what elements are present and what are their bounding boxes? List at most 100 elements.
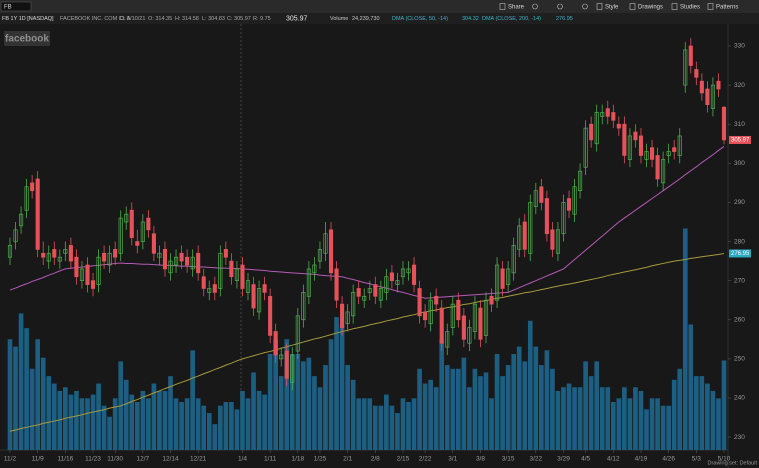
- y-tick-label: 260: [734, 316, 745, 323]
- volume-bar: [599, 387, 605, 450]
- candle-body: [19, 213, 24, 227]
- volume-bar: [472, 368, 478, 450]
- volume-bar: [699, 376, 705, 450]
- candle-body: [472, 303, 477, 332]
- symbol-input[interactable]: FB: [4, 4, 12, 10]
- volume-bar: [539, 365, 544, 450]
- y-tick-label: 270: [734, 277, 745, 284]
- volume-bar: [18, 313, 24, 450]
- x-tick-label: 5/10: [718, 456, 731, 463]
- candle-body: [129, 209, 134, 238]
- y-tick-label: 230: [734, 434, 745, 441]
- candle-body: [113, 249, 118, 258]
- volume-bar: [107, 416, 112, 450]
- candle-body: [450, 303, 455, 328]
- candle-body: [135, 241, 140, 246]
- y-tick-label: 250: [734, 356, 745, 363]
- candle-body: [340, 303, 345, 328]
- volume-bar: [516, 346, 522, 450]
- toolbar-button[interactable]: Share: [508, 4, 525, 10]
- candle-body: [461, 315, 466, 340]
- volume-bar: [184, 398, 190, 450]
- candle-body: [478, 307, 483, 340]
- candle-body: [257, 288, 262, 313]
- drawing-set[interactable]: Drawing set: Default: [707, 460, 757, 466]
- toolbar-icon: [532, 3, 538, 10]
- candle-body: [201, 276, 206, 289]
- candle-body: [539, 186, 544, 203]
- volume-bar: [511, 354, 516, 450]
- candle-body: [179, 252, 184, 262]
- candle-body: [57, 256, 62, 262]
- candle-body: [661, 159, 666, 184]
- x-tick-label: 11/30: [107, 456, 123, 463]
- volume-bar: [101, 405, 107, 450]
- toolbar-button[interactable]: Style: [605, 4, 619, 10]
- study-value: 304.32: [462, 16, 479, 22]
- candle-body: [578, 170, 583, 192]
- x-tick-label: 12/14: [162, 456, 179, 463]
- candle-body: [268, 295, 273, 336]
- candle-body: [273, 331, 278, 356]
- study-value-label: 276.95: [731, 251, 750, 257]
- volume-bar: [400, 398, 406, 450]
- candle-body: [589, 123, 594, 141]
- candle-body: [605, 108, 610, 117]
- volume-bar: [74, 390, 79, 450]
- volume-bar: [644, 409, 649, 450]
- candle-body: [157, 252, 162, 258]
- toolbar-icon: [671, 3, 678, 10]
- volume-bar: [494, 354, 500, 450]
- header-bar: [0, 13, 759, 24]
- candle-body: [279, 354, 284, 360]
- toolbar-button[interactable]: Studies: [680, 4, 700, 10]
- candle-body: [683, 49, 688, 86]
- symbol-box[interactable]: [0, 1, 32, 12]
- last-price: 305.97: [286, 15, 308, 22]
- volume-bar: [218, 405, 223, 450]
- volume-bar: [605, 387, 611, 450]
- volume-bar: [544, 350, 550, 450]
- candle-body: [251, 284, 256, 309]
- volume-bar: [317, 387, 323, 450]
- volume-bar: [489, 398, 494, 450]
- volume-bar: [467, 387, 472, 450]
- candle-body: [522, 221, 527, 250]
- toolbar-icon: [499, 3, 506, 10]
- moving-average-line: [9, 252, 725, 432]
- candle-body: [41, 252, 46, 258]
- candle-body: [362, 295, 367, 301]
- toolbar-button[interactable]: Drawings: [638, 4, 663, 10]
- toolbar-button[interactable]: Patterns: [716, 4, 738, 10]
- volume-bar: [456, 368, 461, 450]
- candle-body: [633, 131, 638, 141]
- x-tick-label: 12/7: [137, 456, 150, 463]
- candle-body: [52, 249, 57, 258]
- volume-bar: [572, 387, 577, 450]
- volume-bar: [721, 360, 727, 450]
- x-tick-label: 3/15: [502, 456, 515, 463]
- volume-bar: [68, 394, 74, 450]
- candle-body: [400, 268, 406, 278]
- toolbar-icon: [707, 3, 714, 10]
- candle-body: [406, 268, 411, 274]
- volume-bar: [301, 361, 306, 450]
- volume-bar: [267, 354, 273, 450]
- candle-body: [495, 264, 500, 301]
- candle-body: [378, 288, 383, 301]
- volume-bar: [46, 376, 52, 450]
- candle-body: [207, 288, 212, 293]
- candle-body: [384, 276, 389, 293]
- candle-body: [572, 186, 577, 215]
- candle-body: [212, 284, 217, 293]
- candle-body: [46, 252, 51, 262]
- volume-bar: [555, 390, 561, 450]
- volume-bar: [273, 339, 278, 450]
- volume-bar: [190, 350, 195, 450]
- candle-body: [672, 147, 677, 152]
- volume-bar: [278, 376, 284, 450]
- volume-bar: [13, 346, 18, 450]
- range: R: 9.75: [253, 16, 271, 22]
- volume-bar: [527, 320, 533, 450]
